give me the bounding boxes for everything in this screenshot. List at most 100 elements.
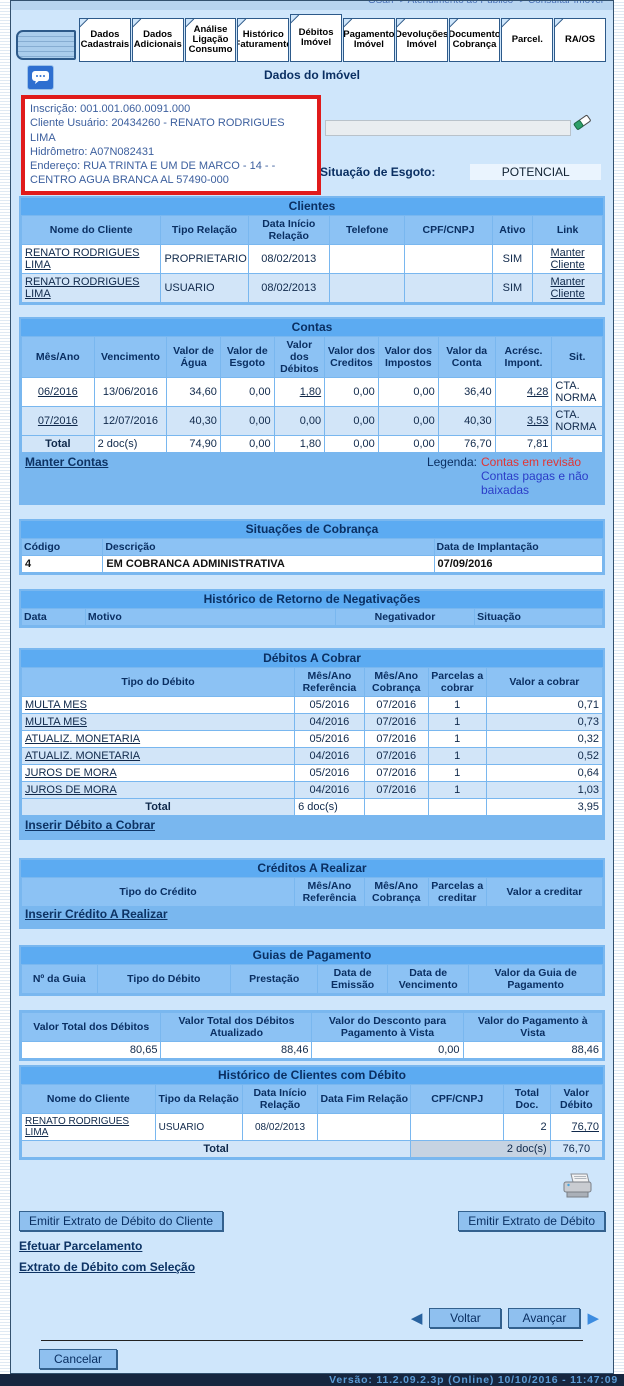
inserir-debito-link[interactable]: Inserir Débito a Cobrar	[25, 818, 156, 832]
situacao-esgoto-label: Situação de Esgoto:	[320, 165, 436, 179]
section-totais: Valor Total dos Débitos Valor Total dos …	[19, 1010, 605, 1061]
arrow-left-icon[interactable]: ◀	[410, 1309, 423, 1327]
col-header: Valor da Conta	[437, 336, 496, 378]
col-header: Parcelas a creditar	[427, 877, 487, 907]
nav-row: ◀ Voltar Avançar ▶	[11, 1308, 599, 1328]
debito-tipo-link[interactable]: JUROS DE MORA	[25, 784, 117, 796]
table-row: JUROS DE MORA 05/2016 07/2016 1 0,64	[20, 764, 604, 782]
manter-cliente-link[interactable]: Manter Cliente	[550, 276, 585, 300]
cancelar-button[interactable]: Cancelar	[39, 1349, 117, 1369]
acresc-link[interactable]: 3,53	[527, 415, 549, 427]
debito-tipo-link[interactable]: ATUALIZ. MONETARIA	[25, 733, 141, 745]
manter-cliente-link[interactable]: Manter Cliente	[550, 247, 585, 271]
col-header: Nº da Guia	[21, 964, 98, 994]
manter-contas-link[interactable]: Manter Contas	[25, 455, 109, 469]
col-header: Vencimento	[93, 336, 168, 378]
col-header: Valor da Guia de Pagamento	[468, 964, 603, 994]
tab-devolucoes-imovel[interactable]: Devoluções Imóvel	[395, 18, 448, 62]
legend: Legenda: Contas em revisão Contas pagas …	[427, 455, 599, 497]
extrato-debito-selecao-link[interactable]: Extrato de Débito com Seleção	[19, 1260, 196, 1274]
avancar-button[interactable]: Avançar	[508, 1308, 581, 1328]
emitir-extrato-cliente-button[interactable]: Emitir Extrato de Débito do Cliente	[19, 1211, 224, 1231]
col-header: Sit.	[551, 336, 603, 378]
emitir-extrato-button[interactable]: Emitir Extrato de Débito	[458, 1211, 605, 1231]
col-header: Valor a cobrar	[485, 667, 604, 697]
cliente-link[interactable]: RENATO RODRIGUES LIMA	[25, 1116, 130, 1138]
col-header: Valor do Desconto para Pagamento à Vista	[311, 1012, 464, 1042]
tab-documento-cobranca[interactable]: Documento Cobrança	[448, 18, 501, 62]
eraser-icon[interactable]	[571, 112, 593, 135]
section-title: Dados do Imóvel	[263, 68, 361, 82]
debito-tipo-link[interactable]: JUROS DE MORA	[25, 767, 117, 779]
debito-tipo-link[interactable]: ATUALIZ. MONETARIA	[25, 750, 141, 762]
valor-pagamento-vista: 88,46	[462, 1041, 604, 1059]
col-header: Acrésc. Impont.	[494, 336, 553, 378]
table-row: RENATO RODRIGUES LIMA USUARIO 08/02/2013…	[21, 1113, 604, 1141]
tab-label: Análise Ligação Consumo	[188, 23, 233, 56]
section-dados-imovel: Dados do Imóvel Inscrição: 001.001.060.0…	[19, 62, 605, 195]
efetuar-parcelamento-link[interactable]: Efetuar Parcelamento	[19, 1239, 143, 1253]
printer-icon[interactable]	[559, 1172, 595, 1203]
section-situacoes-cobranca: Situações de Cobrança Código Descrição D…	[19, 519, 605, 575]
table-row: 06/2016 13/06/2016 34,60 0,00 1,80 0,00 …	[21, 377, 603, 407]
total-values-row: 80,65 88,46 0,00 88,46	[20, 1041, 604, 1059]
imovel-search-input[interactable]	[325, 120, 571, 136]
tab-parcel[interactable]: Parcel.	[501, 18, 554, 62]
section-title: Histórico de Clientes com Débito	[21, 1067, 603, 1084]
cliente-link[interactable]: RENATO RODRIGUES LIMA	[25, 247, 140, 271]
valor-desconto-vista: 0,00	[311, 1041, 464, 1059]
cliente-link[interactable]: RENATO RODRIGUES LIMA	[25, 276, 140, 300]
total-row: Total 2 doc(s) 76,70	[20, 1140, 604, 1158]
voltar-button[interactable]: Voltar	[429, 1308, 502, 1328]
divider	[41, 1340, 583, 1341]
table-row: 07/2016 12/07/2016 40,30 0,00 0,00 0,00 …	[21, 406, 603, 436]
valor-debitos-link[interactable]: 1,80	[299, 386, 322, 398]
chat-icon[interactable]	[27, 65, 54, 90]
tab-dados-adicionais[interactable]: Dados Adicionais	[131, 18, 184, 62]
endereco-text-line1: Endereço: RUA TRINTA E UM DE MARCO - 14 …	[30, 160, 276, 173]
conta-mes-link[interactable]: 06/2016	[37, 386, 78, 398]
extrato-buttons-row: Emitir Extrato de Débito do Cliente Emit…	[19, 1211, 605, 1231]
situacao-esgoto-value: POTENCIAL	[470, 164, 601, 180]
section-debitos-a-cobrar: Débitos A Cobrar Tipo do Débito Mês/Ano …	[19, 648, 605, 840]
debito-tipo-link[interactable]: MULTA MES	[25, 699, 87, 711]
col-header: Valor Débito	[549, 1084, 604, 1114]
tab-pagamento-imovel[interactable]: Pagamento Imóvel	[342, 18, 395, 62]
col-header: Mês/Ano Cobrança	[363, 877, 429, 907]
section-title: Guias de Pagamento	[21, 947, 603, 964]
col-header: Valor Total dos Débitos Atualizado	[160, 1012, 313, 1042]
inserir-credito-link[interactable]: Inserir Crédito A Realizar	[25, 907, 168, 921]
col-header: Data de Emissão	[317, 964, 388, 994]
col-header: Valor a creditar	[485, 877, 604, 907]
col-header: Data de Vencimento	[386, 964, 470, 994]
tab-debitos-imovel[interactable]: Débitos Imóvel	[290, 14, 342, 62]
table-row: ATUALIZ. MONETARIA 04/2016 07/2016 1 0,5…	[20, 747, 604, 765]
acresc-link[interactable]: 4,28	[527, 386, 549, 398]
tab-analise-ligacao-consumo[interactable]: Análise Ligação Consumo	[184, 18, 237, 62]
tab-label: Documento Cobrança	[448, 28, 501, 50]
tab-historico-faturamento[interactable]: Histórico Faturamento	[237, 18, 290, 62]
valor-debito-link[interactable]: 76,70	[571, 1121, 599, 1133]
col-header: Tipo do Crédito	[20, 877, 296, 907]
debito-tipo-link[interactable]: MULTA MES	[25, 716, 87, 728]
col-header: Tipo do Débito	[20, 667, 296, 697]
col-header: Data de Implantação	[433, 538, 603, 556]
tab-label: RA/OS	[565, 33, 596, 45]
valor-total-debitos: 80,65	[20, 1041, 162, 1059]
breadcrumb: GSan -> Atendimento ao Público -> Consul…	[11, 1, 613, 10]
col-header: Tipo da Relação	[154, 1084, 243, 1114]
conta-mes-link[interactable]: 07/2016	[37, 415, 78, 427]
table-row: MULTA MES 04/2016 07/2016 1 0,73	[20, 713, 604, 731]
tab-label: Parcel.	[511, 33, 543, 45]
tab-label: Dados Cadastrais	[80, 28, 130, 50]
arrow-right-icon[interactable]: ▶	[587, 1309, 599, 1327]
red-highlight-box: Inscrição: 001.001.060.0091.000 Cliente …	[21, 95, 321, 195]
col-header: Prestação	[230, 964, 319, 994]
col-header: Link	[532, 215, 603, 245]
tab-raos[interactable]: RA/OS	[554, 18, 606, 62]
tab-dados-cadastrais[interactable]: Dados Cadastrais	[79, 18, 131, 62]
table-row: RENATO RODRIGUES LIMA PROPRIETARIO 08/02…	[20, 244, 603, 274]
col-header: Valor dos Creditos	[324, 336, 379, 378]
tab-label: Pagamento Imóvel	[343, 28, 395, 50]
printer-row	[11, 1172, 595, 1203]
